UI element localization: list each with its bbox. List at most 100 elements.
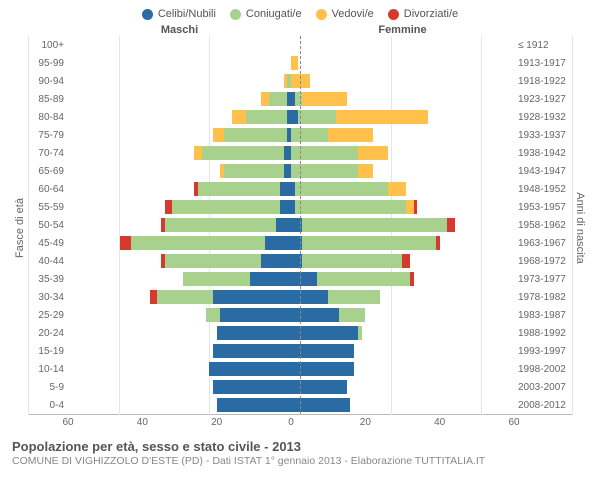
bar-segment [358, 146, 388, 160]
bar-segment [213, 128, 224, 142]
bar-zone [68, 272, 514, 286]
birth-label: 1998-2002 [514, 364, 572, 375]
birth-label: 1988-1992 [514, 328, 572, 339]
bar-segment [447, 218, 454, 232]
bar-segment [194, 146, 201, 160]
bar-segment [295, 182, 388, 196]
bar-segment [183, 272, 250, 286]
birth-label: 1928-1932 [514, 112, 572, 123]
age-label: 15-19 [28, 346, 68, 357]
bar-zone [68, 38, 514, 52]
bar-segment [328, 290, 380, 304]
birth-label: 1973-1977 [514, 274, 572, 285]
bar-segment [284, 164, 291, 178]
bar-segment [165, 254, 262, 268]
legend-swatch [316, 9, 327, 20]
birth-label: 1958-1962 [514, 220, 572, 231]
bar-segment [261, 92, 268, 106]
bar-zone [68, 128, 514, 142]
bar-segment [280, 182, 291, 196]
age-label: 55-59 [28, 202, 68, 213]
bar-zone [68, 164, 514, 178]
legend-label: Coniugati/e [246, 8, 302, 20]
bar-segment [291, 290, 328, 304]
age-label: 90-94 [28, 76, 68, 87]
bar-segment [295, 200, 407, 214]
bar-zone [68, 344, 514, 358]
legend-label: Celibi/Nubili [158, 8, 216, 20]
gender-headers: Maschi Femmine [28, 24, 572, 36]
bar-segment [302, 254, 402, 268]
age-label: 0-4 [28, 400, 68, 411]
birth-label: 1978-1982 [514, 292, 572, 303]
age-label: 50-54 [28, 220, 68, 231]
birth-label: 1918-1922 [514, 76, 572, 87]
birth-label: 1943-1947 [514, 166, 572, 177]
bar-segment [291, 110, 298, 124]
age-label: 40-44 [28, 256, 68, 267]
bar-zone [68, 236, 514, 250]
birth-label: 1913-1917 [514, 58, 572, 69]
legend-label: Divorziati/e [404, 8, 458, 20]
bar-segment [388, 182, 407, 196]
bar-segment [213, 290, 291, 304]
age-label: 75-79 [28, 130, 68, 141]
bar-zone [68, 56, 514, 70]
bar-segment [250, 272, 291, 286]
x-tick: 20 [211, 417, 222, 428]
bar-zone [68, 398, 514, 412]
center-line [300, 36, 301, 414]
bar-segment [295, 92, 302, 106]
bar-segment [339, 308, 365, 322]
bar-segment [302, 236, 436, 250]
legend-item: Coniugati/e [230, 8, 302, 20]
birth-label: 1933-1937 [514, 130, 572, 141]
age-label: 25-29 [28, 310, 68, 321]
bar-segment [328, 128, 373, 142]
bar-segment [358, 326, 362, 340]
chart-rows: 100+≤ 191295-991913-191790-941918-192285… [28, 36, 572, 415]
bar-segment [280, 200, 291, 214]
bar-zone [68, 308, 514, 322]
age-label: 20-24 [28, 328, 68, 339]
birth-label: 1968-1972 [514, 256, 572, 267]
age-label: 60-64 [28, 184, 68, 195]
birth-label: 1983-1987 [514, 310, 572, 321]
legend-item: Divorziati/e [388, 8, 458, 20]
bar-zone [68, 110, 514, 124]
bar-segment [276, 218, 291, 232]
age-label: 70-74 [28, 148, 68, 159]
bar-segment [165, 218, 277, 232]
bar-segment [265, 236, 291, 250]
bar-segment [291, 146, 358, 160]
bar-zone [68, 146, 514, 160]
bar-segment [157, 290, 213, 304]
bar-segment [217, 398, 291, 412]
birth-label: 1993-1997 [514, 346, 572, 357]
chart-title: Popolazione per età, sesso e stato civil… [12, 439, 588, 454]
birth-label: 1963-1967 [514, 238, 572, 249]
bar-segment [120, 236, 131, 250]
bar-segment [410, 272, 414, 286]
bar-segment [213, 344, 291, 358]
x-tick: 20 [360, 417, 371, 428]
x-axis: 6040200204060 [28, 417, 572, 431]
birth-label: 2003-2007 [514, 382, 572, 393]
bar-zone [68, 362, 514, 376]
footer: Popolazione per età, sesso e stato civil… [12, 439, 588, 467]
birth-label: ≤ 1912 [514, 40, 572, 51]
age-label: 95-99 [28, 58, 68, 69]
bar-segment [284, 146, 291, 160]
legend-label: Vedovi/e [332, 8, 374, 20]
bar-segment [209, 362, 291, 376]
y2-axis-label: Anni di nascita [572, 24, 588, 431]
bar-segment [302, 92, 347, 106]
x-tick: 0 [288, 417, 294, 428]
x-tick: 60 [508, 417, 519, 428]
age-label: 30-34 [28, 292, 68, 303]
bar-zone [68, 92, 514, 106]
bar-segment [172, 200, 280, 214]
bar-segment [131, 236, 265, 250]
bar-zone [68, 218, 514, 232]
bar-segment [291, 272, 317, 286]
